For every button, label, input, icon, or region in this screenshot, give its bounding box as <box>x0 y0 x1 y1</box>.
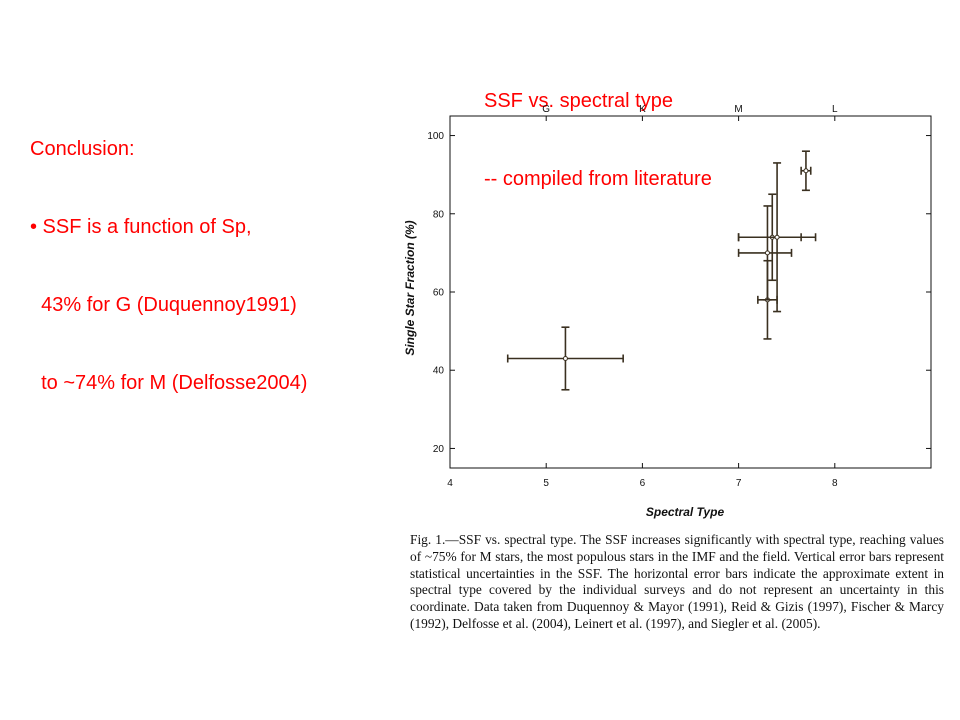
point-marker <box>774 234 780 240</box>
top-axis-label: M <box>734 104 742 115</box>
x-tick-label: 4 <box>447 478 453 489</box>
y-axis-label: Single Star Fraction (%) <box>403 220 417 355</box>
figure-caption: Fig. 1.—SSF vs. spectral type. The SSF i… <box>410 532 944 631</box>
ssf-chart: 4 5 6 7 8 20 40 60 80 100 G K M L Spectral Type Singl… <box>403 104 932 519</box>
data-point <box>506 326 624 391</box>
chart-heading-line-1: SSF vs. spectral type <box>484 90 673 112</box>
top-axis-label: L <box>832 104 838 115</box>
y-tick-label: 80 <box>433 209 445 220</box>
top-axis-label: G <box>542 104 550 115</box>
data-point <box>800 150 812 192</box>
x-tick-label: 5 <box>543 478 549 489</box>
y-tick-label: 40 <box>433 366 445 377</box>
data-points-layer <box>506 150 817 391</box>
point-marker <box>764 250 770 256</box>
point-marker <box>562 355 568 361</box>
plot-frame <box>449 115 932 469</box>
y-tick-label: 60 <box>433 288 445 299</box>
conclusion-text-block: Conclusion: • SSF is a function of Sp, 4… <box>30 84 307 422</box>
x-tick-label: 8 <box>832 478 838 489</box>
x-tick-label: 6 <box>640 478 646 489</box>
point-marker <box>803 168 809 174</box>
data-point <box>737 162 817 313</box>
y-tick-label: 20 <box>433 444 445 455</box>
chart-heading-line-2: -- compiled from literature <box>484 168 712 190</box>
top-axis-label: K <box>639 104 646 115</box>
conclusion-heading: Conclusion: <box>30 138 135 160</box>
x-tick-label: 7 <box>736 478 742 489</box>
axes-layer: 4 5 6 7 8 20 40 60 80 100 G K M L <box>427 104 931 489</box>
x-axis-label: Spectral Type <box>646 505 725 519</box>
conclusion-detail-g: 43% for G (Duquennoy1991) <box>30 294 297 316</box>
data-point <box>737 205 793 301</box>
conclusion-bullet: • SSF is a function of Sp, <box>30 216 252 238</box>
chart-heading-block: SSF vs. spectral type -- compiled from l… <box>484 36 712 218</box>
conclusion-detail-m: to ~74% for M (Delfosse2004) <box>30 372 308 394</box>
y-tick-label: 100 <box>427 131 444 142</box>
